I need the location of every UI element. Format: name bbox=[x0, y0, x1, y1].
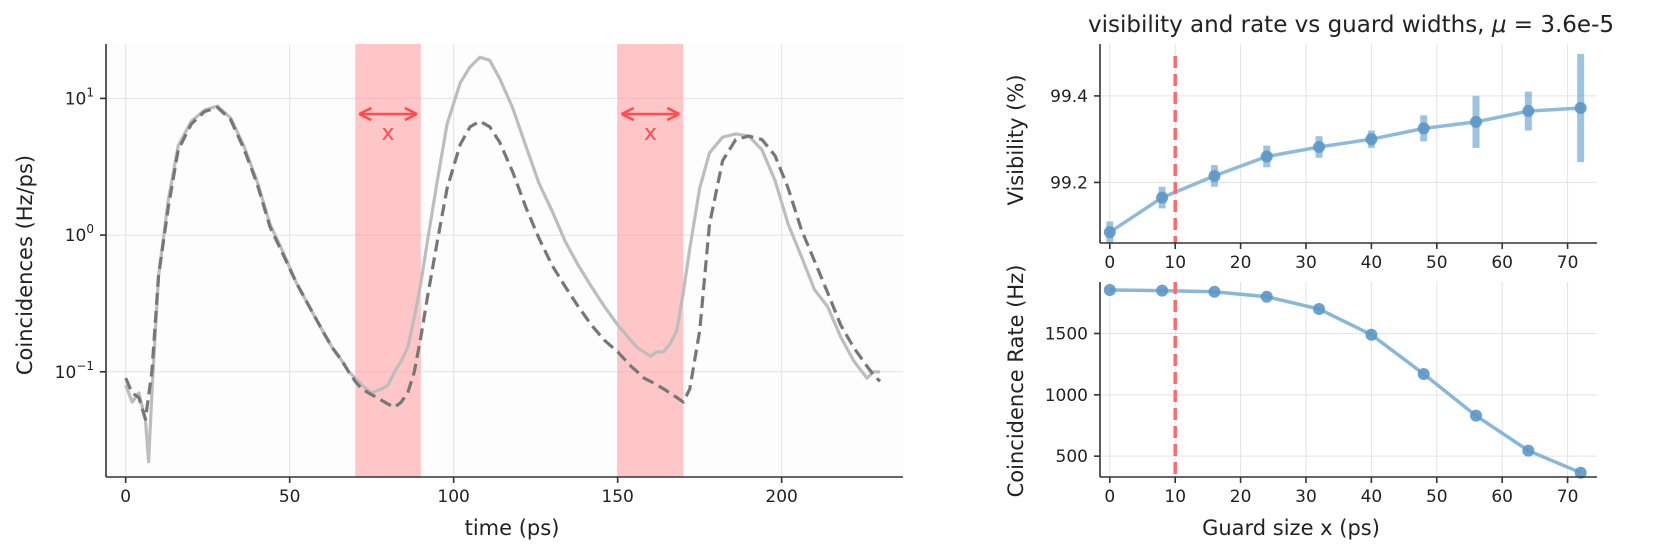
visibility-point bbox=[1260, 150, 1273, 163]
visibility-point bbox=[1574, 102, 1587, 115]
rate-line bbox=[1109, 288, 1582, 475]
y-tick-label: 10−1 bbox=[55, 359, 94, 383]
guard-arrow-head-right bbox=[404, 106, 418, 122]
visibility-vs-guard-plot: 0 10 20 30 40 50 60 70 99.2 99.4 bbox=[1050, 44, 1597, 273]
x-tick-label: 60 bbox=[1491, 253, 1513, 273]
visibility-point bbox=[1365, 133, 1378, 146]
x-tick-label: 100 bbox=[437, 487, 469, 507]
coincidences-vs-time-plot: x x 0 50 100 150 200 10−1 100 101 bbox=[55, 44, 903, 507]
x-tick-label: 10 bbox=[1164, 253, 1186, 273]
rate-point bbox=[1574, 466, 1587, 479]
visibility-axis-label: Visibility (%) bbox=[1004, 74, 1028, 205]
y-tick-label: 1000 bbox=[1045, 386, 1088, 406]
guard-size-axis-label: Guard size x (ps) bbox=[1202, 516, 1380, 540]
rate-point bbox=[1470, 409, 1483, 422]
x-tick-label: 20 bbox=[1230, 487, 1252, 507]
y-tick-label: 101 bbox=[65, 85, 94, 109]
plot-area bbox=[1100, 282, 1597, 477]
x-tick-label: 40 bbox=[1361, 487, 1383, 507]
rate-point bbox=[1156, 284, 1169, 297]
guard-arrow-head-left bbox=[621, 106, 635, 122]
model-series-line bbox=[124, 105, 882, 421]
x-tick-label: 50 bbox=[1426, 253, 1448, 273]
guard-arrow-head-right bbox=[666, 106, 680, 122]
measured-series-line bbox=[124, 55, 880, 464]
x-tick-label: 0 bbox=[1104, 253, 1115, 273]
x-tick-label: 60 bbox=[1491, 487, 1513, 507]
rate-point bbox=[1522, 444, 1535, 457]
y-tick-label: 99.4 bbox=[1050, 87, 1088, 107]
x-tick-label: 20 bbox=[1230, 253, 1252, 273]
rate-point bbox=[1365, 328, 1378, 341]
x-tick-label: 10 bbox=[1164, 487, 1186, 507]
x-tick-label: 40 bbox=[1361, 253, 1383, 273]
guard-arrow-head-left bbox=[358, 106, 372, 122]
y-tick-label: 1500 bbox=[1045, 325, 1088, 345]
visibility-point bbox=[1470, 115, 1483, 128]
visibility-point bbox=[1522, 105, 1535, 118]
x-tick-label: 50 bbox=[279, 487, 301, 507]
visibility-line bbox=[1108, 106, 1581, 234]
right-panel-title: visibility and rate vs guard widths, μ =… bbox=[1088, 12, 1614, 38]
x-tick-label: 70 bbox=[1557, 487, 1579, 507]
visibility-point bbox=[1417, 122, 1430, 135]
rate-point bbox=[1208, 285, 1221, 298]
rate-point bbox=[1260, 290, 1273, 303]
visibility-point bbox=[1208, 169, 1221, 182]
coincidence-rate-axis-label: Coincidence Rate (Hz) bbox=[1004, 265, 1028, 498]
x-tick-label: 0 bbox=[1104, 487, 1115, 507]
guard-label: x bbox=[382, 121, 395, 146]
guard-band bbox=[355, 44, 421, 477]
time-axis-label: time (ps) bbox=[465, 516, 560, 540]
y-tick-label: 99.2 bbox=[1050, 173, 1088, 193]
x-tick-label: 70 bbox=[1557, 253, 1579, 273]
rate-point bbox=[1417, 367, 1430, 380]
rate-vs-guard-plot: 0 10 20 30 40 50 60 70 500 1000 1500 bbox=[1045, 282, 1597, 507]
x-tick-label: 30 bbox=[1295, 487, 1317, 507]
rate-point bbox=[1103, 283, 1116, 296]
y-tick-label: 100 bbox=[65, 222, 94, 246]
guard-label: x bbox=[644, 121, 657, 146]
x-tick-label: 50 bbox=[1426, 487, 1448, 507]
visibility-point bbox=[1103, 226, 1116, 239]
y-tick-label: 500 bbox=[1056, 447, 1088, 467]
x-tick-label: 200 bbox=[765, 487, 797, 507]
plot-area bbox=[106, 44, 903, 477]
x-tick-label: 150 bbox=[601, 487, 633, 507]
visibility-point bbox=[1156, 191, 1169, 204]
x-tick-label: 0 bbox=[120, 487, 131, 507]
guard-band bbox=[617, 44, 684, 477]
coincidences-axis-label: Coincidences (Hz/ps) bbox=[13, 155, 37, 375]
rate-point bbox=[1313, 302, 1326, 315]
x-tick-label: 30 bbox=[1295, 253, 1317, 273]
visibility-point bbox=[1313, 140, 1326, 153]
